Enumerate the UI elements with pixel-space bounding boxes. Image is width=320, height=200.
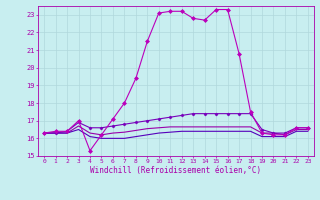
X-axis label: Windchill (Refroidissement éolien,°C): Windchill (Refroidissement éolien,°C) [91, 166, 261, 175]
